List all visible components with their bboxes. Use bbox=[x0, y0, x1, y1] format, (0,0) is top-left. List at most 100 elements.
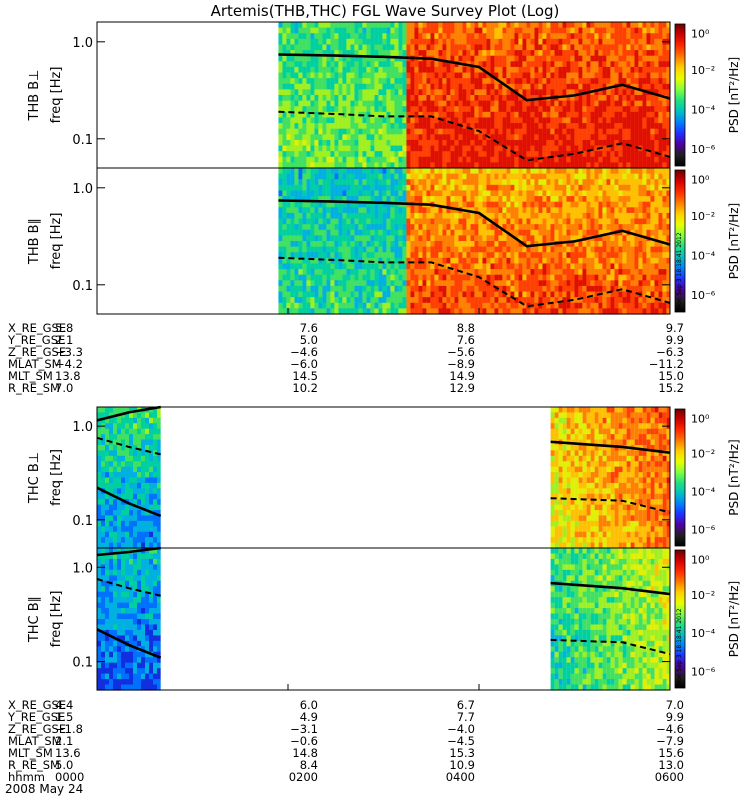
ephem-label: MLAT_SM bbox=[8, 734, 62, 748]
spectrogram-column bbox=[406, 22, 411, 169]
spectrogram-column bbox=[282, 168, 287, 315]
spectrogram-column bbox=[626, 22, 631, 169]
ephem-value: −6.3 bbox=[656, 345, 684, 359]
spectrogram-column bbox=[522, 168, 527, 315]
spectrogram-column bbox=[338, 22, 343, 169]
spectrogram-column bbox=[302, 168, 307, 315]
spectrogram-column bbox=[478, 22, 483, 169]
spectrogram-column bbox=[286, 22, 291, 169]
spectrogram-column bbox=[586, 548, 591, 691]
ephem-value: 5.8 bbox=[55, 321, 73, 335]
spectrogram-column bbox=[598, 168, 603, 315]
spectrogram-column bbox=[362, 22, 367, 169]
spectrogram-column bbox=[378, 22, 383, 169]
spectrogram-column bbox=[570, 548, 575, 691]
spectrogram-column bbox=[410, 168, 415, 315]
spectrogram-column bbox=[366, 22, 371, 169]
ephem-value: 10.9 bbox=[449, 758, 475, 772]
ephem-value: −6.0 bbox=[290, 357, 318, 371]
spectrogram-column bbox=[334, 168, 339, 315]
spectrogram-column bbox=[306, 22, 311, 169]
colorbar-tick: 10⁻⁶ bbox=[691, 289, 716, 302]
spectrogram-column bbox=[578, 22, 583, 169]
spectrogram-column bbox=[490, 168, 495, 315]
spectrogram-column bbox=[538, 22, 543, 169]
ephem-value: 8.8 bbox=[457, 321, 475, 335]
ylabel-freq: freq [Hz] bbox=[49, 213, 64, 270]
ephem-value: −4.5 bbox=[447, 734, 475, 748]
spectrogram-column bbox=[446, 22, 451, 169]
spectrogram-column bbox=[530, 168, 535, 315]
ephem-value: 1.5 bbox=[55, 710, 73, 724]
spectrogram-panels: 1.0 0.1 THB B⊥ freq [Hz] 1.0 0.1 THB B∥ freq [H… bbox=[27, 21, 671, 691]
spectrogram-column bbox=[550, 548, 555, 691]
spectrogram-column bbox=[374, 22, 379, 169]
spectrogram-column bbox=[342, 22, 347, 169]
spectrogram-column bbox=[418, 22, 423, 169]
spectrogram-column bbox=[566, 168, 571, 315]
spectrogram-column bbox=[121, 407, 125, 549]
spectrogram-column bbox=[558, 22, 563, 169]
fce-dashed-line bbox=[278, 256, 671, 308]
colorbar-scale bbox=[674, 408, 686, 547]
ephem-label: MLT_SM bbox=[8, 369, 53, 383]
spectrogram-column bbox=[418, 168, 423, 315]
ephem-label: R_RE_SM bbox=[8, 758, 60, 772]
ephem-value: −7.9 bbox=[656, 734, 684, 748]
spectrogram-column bbox=[610, 548, 615, 691]
ephem-value: 6.0 bbox=[300, 698, 318, 712]
spectrogram-column bbox=[498, 168, 503, 315]
ytick-label: 1.0 bbox=[72, 420, 93, 435]
spectrogram-column bbox=[370, 22, 375, 169]
spectrogram-column bbox=[650, 22, 655, 169]
spectrogram-column bbox=[658, 548, 663, 691]
spectrogram-column bbox=[566, 548, 571, 691]
spectrogram-column bbox=[642, 168, 647, 315]
ephem-value: 9.9 bbox=[666, 333, 684, 347]
panel-thb-perp: 1.0 0.1 THB B⊥ freq [Hz] bbox=[27, 21, 671, 169]
spectrogram-column bbox=[530, 22, 535, 169]
ephem-value: 13.0 bbox=[658, 758, 684, 772]
spectrogram-column bbox=[318, 22, 323, 169]
spectrogram-column bbox=[586, 22, 591, 169]
ephem-label: X_RE_GSE bbox=[8, 321, 66, 335]
ytick-label: 0.1 bbox=[72, 514, 93, 529]
ephem-label: MLT_SM bbox=[8, 746, 53, 760]
spectrogram-column bbox=[622, 407, 627, 549]
spectrogram-column bbox=[666, 548, 670, 691]
spectrogram-column bbox=[434, 22, 439, 169]
spectrogram-column bbox=[145, 548, 149, 691]
spectrogram-column bbox=[334, 22, 339, 169]
spectrogram-column bbox=[610, 407, 615, 549]
ephem-value: −4.6 bbox=[290, 345, 318, 359]
spectrogram-column bbox=[482, 168, 487, 315]
spectrogram-column bbox=[314, 22, 319, 169]
ephem-label: MLAT_SM bbox=[8, 357, 62, 371]
ephem-value: 15.3 bbox=[449, 746, 475, 760]
spectrogram-column bbox=[602, 548, 607, 691]
spectrogram-column bbox=[470, 168, 475, 315]
colorbar-label: PSD [nT²/Hz] bbox=[727, 203, 741, 279]
ephem-label: R_RE_SM bbox=[8, 381, 60, 395]
colorbar-tick: 10⁻⁴ bbox=[691, 627, 716, 640]
spectrogram-column bbox=[438, 168, 443, 315]
spectrogram-column bbox=[614, 407, 619, 549]
spectrogram-column bbox=[354, 168, 359, 315]
spectrogram-column bbox=[506, 168, 511, 315]
spectrogram-column bbox=[638, 168, 643, 315]
panel-frame bbox=[96, 547, 671, 691]
spectrogram-column bbox=[278, 168, 283, 315]
spectrogram-column bbox=[646, 548, 651, 691]
colorbar-scale bbox=[674, 549, 686, 689]
panel-thc-perp: 1.0 0.1 THC B⊥ freq [Hz] bbox=[27, 405, 671, 549]
spectrogram-column bbox=[422, 22, 427, 169]
spectrogram-column bbox=[622, 548, 627, 691]
spectrogram-column bbox=[386, 22, 391, 169]
ephem-value: −8.9 bbox=[447, 357, 475, 371]
spectrogram-column bbox=[398, 168, 403, 315]
ephem-value: 7.6 bbox=[457, 333, 475, 347]
spectrogram-column bbox=[430, 168, 435, 315]
spectrogram-column bbox=[566, 407, 571, 549]
spectrogram-column bbox=[346, 22, 351, 169]
spectrogram-column bbox=[322, 22, 327, 169]
